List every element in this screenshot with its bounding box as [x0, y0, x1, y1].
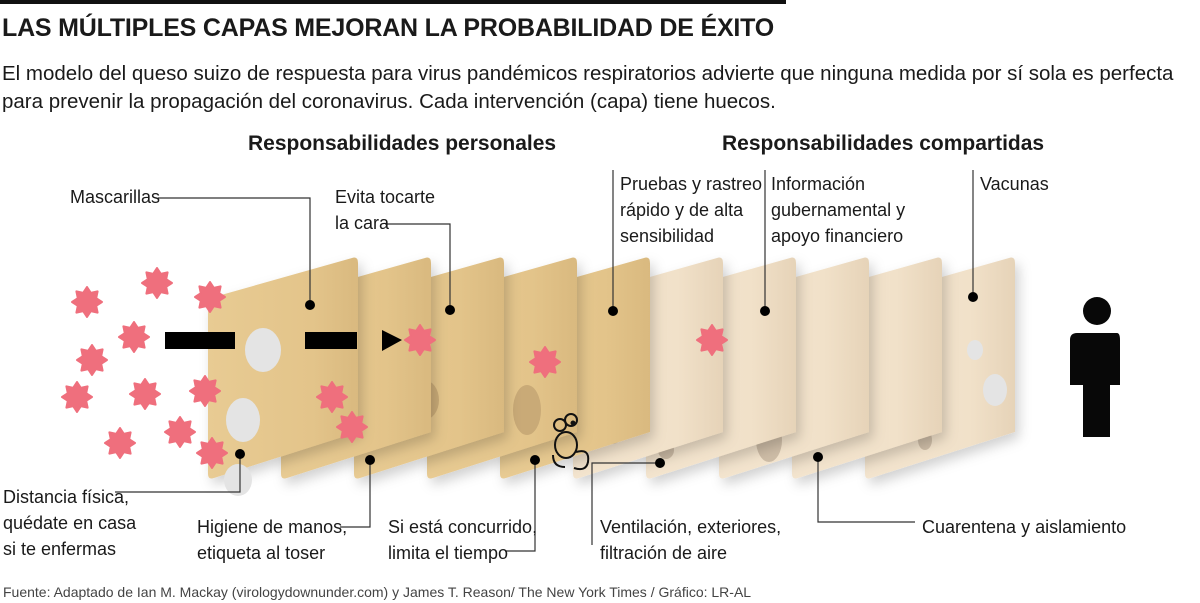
label-gov-2: gubernamental y	[771, 200, 905, 220]
top-rule	[0, 0, 786, 4]
label-face-2: la cara	[335, 213, 390, 233]
cheese-hole	[224, 464, 252, 496]
virus-icon	[189, 375, 221, 407]
label-testing-3: sensibilidad	[620, 226, 714, 246]
label-gov-3: apoyo financiero	[771, 226, 903, 246]
mouse-icon	[552, 413, 590, 471]
label-gov-1: Información	[771, 174, 865, 194]
cheese-layers	[208, 257, 1015, 496]
virus-icon	[118, 321, 150, 353]
virus-icon	[141, 267, 173, 299]
leader-dots	[235, 292, 978, 468]
virus-icon	[404, 324, 436, 356]
cheese-hole	[513, 385, 541, 435]
virus-icon	[696, 324, 728, 356]
virus-icon	[61, 381, 93, 413]
heading-personal: Responsabilidades personales	[248, 132, 556, 155]
virus-icon	[104, 427, 136, 459]
label-hands-2: etiqueta al toser	[197, 543, 325, 563]
label-ventilation-1: Ventilación, exteriores,	[600, 517, 781, 537]
person-icon	[1070, 297, 1120, 437]
virus-icon	[76, 344, 108, 376]
label-quarantine: Cuarentena y aislamiento	[922, 517, 1126, 537]
label-face-1: Evita tocarte	[335, 187, 435, 207]
label-hands-1: Higiene de manos,	[197, 517, 347, 537]
cheese-hole	[967, 340, 983, 360]
virus-icon	[129, 378, 161, 410]
source-note: Fuente: Adaptado de Ian M. Mackay (virol…	[3, 584, 752, 600]
cheese-hole	[245, 328, 281, 372]
label-distance-3: si te enfermas	[3, 539, 116, 559]
label-masks: Mascarillas	[70, 187, 160, 207]
leader-lines	[115, 170, 974, 552]
label-vaccines: Vacunas	[980, 174, 1049, 194]
cheese-hole	[226, 398, 260, 442]
virus-icon	[194, 281, 226, 313]
virus-particles	[61, 267, 728, 469]
virus-icon	[336, 411, 368, 443]
virus-icon	[316, 381, 348, 413]
virus-icon	[71, 286, 103, 318]
virus-icon	[164, 416, 196, 448]
virus-icon	[196, 437, 228, 469]
label-testing-1: Pruebas y rastreo	[620, 174, 762, 194]
label-distance-2: quédate en casa	[3, 513, 137, 533]
virus-icon	[529, 346, 561, 378]
label-ventilation-2: filtración de aire	[600, 543, 727, 563]
label-crowded-1: Si está concurrido,	[388, 517, 537, 537]
cheese-hole	[983, 374, 1007, 406]
label-distance-1: Distancia física,	[3, 487, 129, 507]
page-subtitle: El modelo del queso suizo de respuesta p…	[2, 62, 1174, 113]
label-testing-2: rápido y de alta	[620, 200, 744, 220]
page-title: LAS MÚLTIPLES CAPAS MEJORAN LA PROBABILI…	[2, 14, 775, 42]
arrow-icon	[165, 330, 402, 351]
heading-shared: Responsabilidades compartidas	[722, 132, 1044, 155]
label-crowded-2: limita el tiempo	[388, 543, 508, 563]
